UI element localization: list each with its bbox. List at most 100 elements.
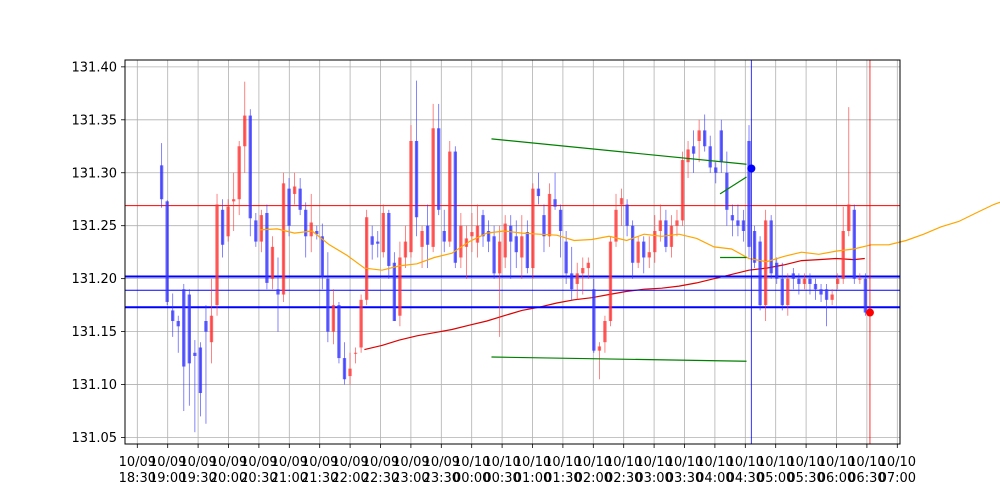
x-tick-time: 05:30 (787, 471, 824, 486)
candle (852, 204, 856, 284)
candle (603, 315, 607, 353)
candle-body (176, 321, 180, 327)
x-tick-time: 07:00 (879, 471, 916, 486)
candle-body (381, 212, 385, 253)
candle (797, 273, 801, 295)
trend-line (491, 138, 747, 165)
candle-body (470, 232, 474, 237)
x-tick-time: 00:00 (453, 471, 490, 486)
ma-long-polyline (364, 257, 865, 351)
candle-body (398, 257, 402, 316)
trend-line (719, 176, 747, 195)
x-tick-time: 06:00 (818, 471, 855, 486)
candle (725, 151, 729, 226)
candle (464, 225, 469, 279)
candle-body (392, 262, 397, 322)
candle (331, 289, 336, 345)
candle-body (420, 230, 424, 247)
x-tick-time: 19:30 (179, 471, 216, 486)
x-tick-time: 02:00 (575, 471, 612, 486)
candle (475, 204, 480, 258)
y-tick-label: 131.30 (72, 166, 118, 181)
candle (254, 212, 258, 247)
candle-body (509, 225, 513, 242)
candle-body (326, 278, 330, 332)
candle-body (708, 146, 712, 168)
x-tick-date: 10/09 (392, 455, 429, 470)
candles (159, 80, 868, 433)
candle-body (614, 209, 618, 242)
candle-body (597, 346, 602, 351)
candle-body (298, 188, 302, 210)
x-tick-time: 01:30 (544, 471, 581, 486)
candle (819, 283, 823, 302)
candle (359, 294, 363, 353)
candle-body (575, 273, 579, 284)
candle-body (198, 347, 203, 394)
candle (259, 209, 264, 253)
x-tick-date: 10/10 (483, 455, 520, 470)
candle-body (531, 188, 535, 269)
candle-body (414, 140, 419, 218)
candle (198, 342, 203, 417)
candle-body (564, 241, 568, 274)
candle (514, 220, 518, 269)
candle (231, 172, 236, 231)
candle (675, 209, 679, 237)
candle (525, 220, 530, 274)
candle (630, 220, 635, 279)
candle-body (619, 198, 624, 205)
candle (813, 278, 818, 300)
candle (287, 178, 291, 237)
candle-body (697, 130, 701, 141)
candle (270, 236, 275, 290)
candle-body (536, 188, 541, 197)
candle-body (797, 278, 801, 284)
candle-body (220, 209, 225, 245)
candle (304, 202, 308, 258)
x-tick-date: 10/09 (210, 455, 247, 470)
candle-body (647, 252, 651, 258)
x-tick-time: 03:30 (666, 471, 703, 486)
candle-body (642, 241, 646, 258)
x-tick-date: 10/09 (119, 455, 156, 470)
candle (315, 225, 319, 240)
candle-body (630, 225, 635, 263)
x-tick-date: 10/10 (727, 455, 764, 470)
candle-body (453, 151, 457, 263)
candle (470, 212, 474, 253)
candle-body (215, 204, 219, 306)
candle (553, 172, 557, 210)
candle-body (370, 236, 374, 245)
candle (497, 225, 502, 337)
candle-body (209, 315, 214, 343)
candle (182, 283, 186, 412)
candle-body (725, 172, 729, 210)
candle (209, 278, 214, 364)
x-tick-time: 01:00 (514, 471, 551, 486)
plot-frame (124, 59, 901, 445)
candle-body (265, 212, 269, 283)
candle-body (254, 220, 258, 242)
y-tick-label: 131.35 (72, 113, 118, 128)
candle (237, 140, 241, 216)
x-tick-date: 10/10 (514, 455, 551, 470)
candle-body (686, 149, 690, 163)
candle-body (342, 358, 347, 380)
x-axis: 10/0918:3010/0919:0010/0919:3010/0920:00… (119, 444, 916, 486)
candle (858, 273, 862, 284)
marker-point (747, 164, 756, 173)
candle (387, 209, 391, 279)
candle-body (459, 225, 463, 258)
vertical-lines (750, 60, 871, 444)
candle-body (625, 204, 629, 226)
x-tick-date: 10/09 (240, 455, 277, 470)
candle (686, 140, 690, 179)
candle (808, 273, 812, 295)
candle-body (847, 204, 851, 231)
x-tick-time: 22:30 (362, 471, 399, 486)
candle (752, 225, 757, 269)
candle-body (259, 215, 264, 242)
candle (292, 172, 297, 205)
candle-body (786, 278, 790, 306)
